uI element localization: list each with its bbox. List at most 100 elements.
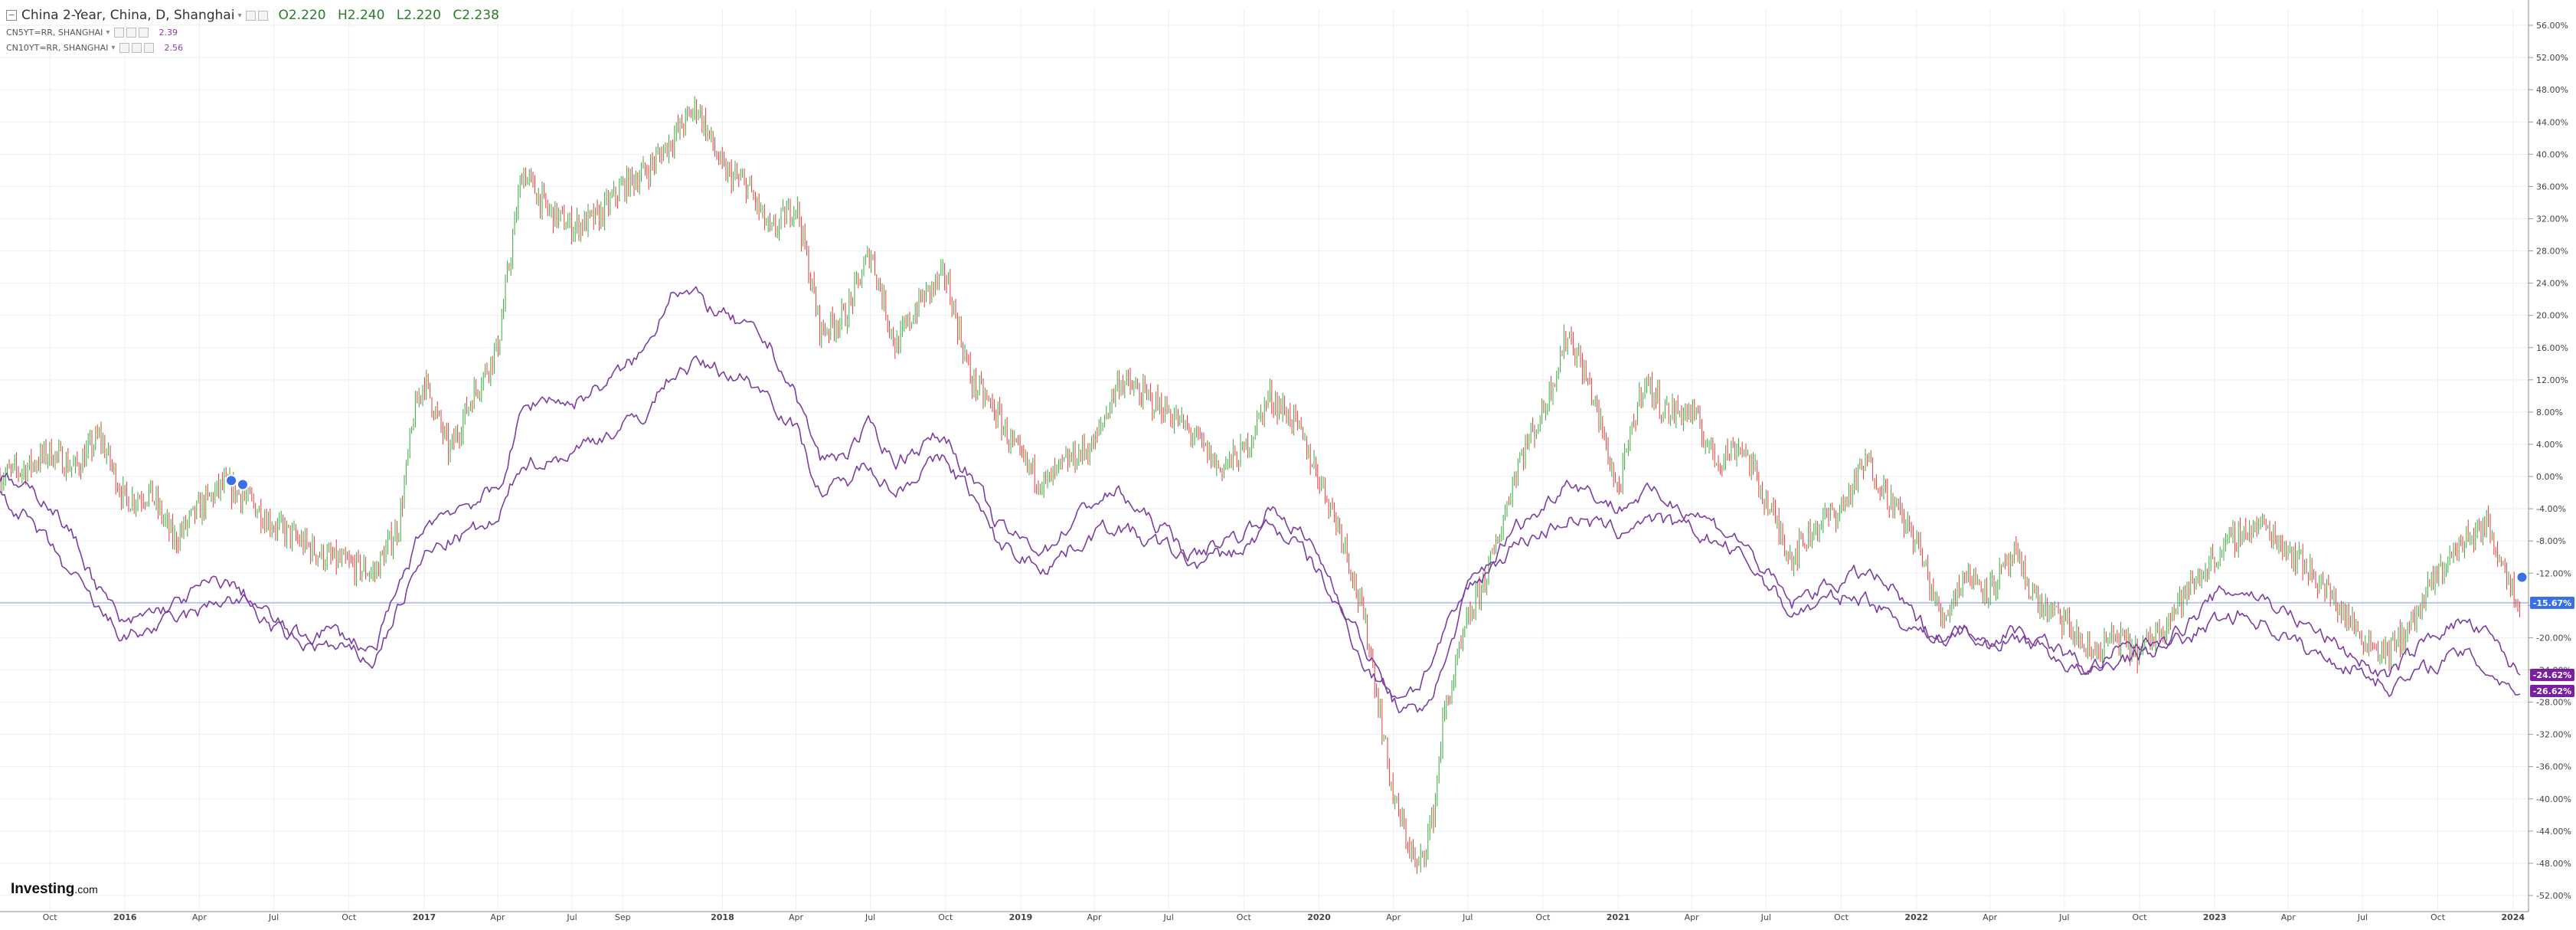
price-badge	[2530, 596, 2574, 609]
series-cn10y-name: CN10YT=RR, SHANGHAI	[6, 42, 109, 53]
x-tick-label: 2017	[413, 912, 436, 922]
y-tick-label: 12.00%	[2536, 375, 2568, 385]
y-tick-label: 4.00%	[2536, 440, 2563, 450]
x-tick-label: Oct	[1535, 912, 1551, 922]
chart-legend: − China 2-Year, China, D, Shanghai ▾ O2.…	[6, 6, 507, 55]
legend-row-cn10y: CN10YT=RR, SHANGHAI ▾ 2.56	[6, 40, 507, 55]
series-line-cn5y	[0, 286, 2521, 714]
visibility-toggle-icon[interactable]	[119, 42, 130, 53]
x-tick-label: Jul	[1162, 912, 1173, 922]
x-tick-label: 2022	[1904, 912, 1928, 922]
legend-main-row: − China 2-Year, China, D, Shanghai ▾ O2.…	[6, 6, 507, 25]
close-value: C2.238	[453, 8, 499, 23]
x-tick-label: Jul	[1462, 912, 1473, 922]
x-tick-label: Jul	[1760, 912, 1771, 922]
y-tick-label: -20.00%	[2536, 633, 2571, 643]
visibility-toggle-icon[interactable]	[114, 27, 125, 38]
y-tick-label: 48.00%	[2536, 85, 2568, 95]
ohlc-readout: O2.220 H2.240 L2.220 C2.238	[278, 8, 506, 23]
y-tick-label: 0.00%	[2536, 472, 2563, 482]
y-tick-label: -40.00%	[2536, 794, 2571, 804]
x-tick-label: 2021	[1607, 912, 1630, 922]
x-tick-label: Oct	[43, 912, 58, 922]
y-tick-label: -4.00%	[2536, 504, 2566, 514]
x-tick-label: 2018	[711, 912, 734, 922]
series-cn10y-value: 2.56	[164, 42, 183, 53]
y-tick-label: 16.00%	[2536, 343, 2568, 353]
x-tick-label: Jul	[2357, 912, 2368, 922]
x-tick-label: Oct	[1834, 912, 1849, 922]
x-tick-label: Jul	[268, 912, 279, 922]
y-tick-label: 32.00%	[2536, 214, 2568, 224]
y-tick-label: 40.00%	[2536, 149, 2568, 159]
event-marker-icon[interactable]	[225, 474, 238, 487]
dropdown-caret-icon[interactable]: ▾	[111, 43, 116, 52]
series-cn5y-name: CN5YT=RR, SHANGHAI	[6, 27, 103, 38]
x-tick-label: Jul	[2058, 912, 2069, 922]
x-tick-label: Oct	[1237, 912, 1252, 922]
y-tick-label: -8.00%	[2536, 536, 2566, 546]
event-marker-icon[interactable]	[2516, 571, 2529, 584]
x-tick-label: 2019	[1009, 912, 1033, 922]
x-tick-label: Apr	[490, 912, 505, 922]
x-tick-label: Oct	[2132, 912, 2147, 922]
remove-series-icon[interactable]	[144, 42, 155, 53]
series-cn5y-value: 2.39	[159, 27, 178, 38]
grid-layer	[0, 9, 2529, 912]
price-badge-label: -26.62%	[2533, 686, 2571, 696]
price-badge-label: -15.67%	[2533, 598, 2571, 608]
x-tick-label: Oct	[342, 912, 357, 922]
settings-icon[interactable]	[258, 10, 269, 21]
y-tick-label: -28.00%	[2536, 698, 2571, 708]
y-tick-label: -32.00%	[2536, 730, 2571, 740]
y-tick-label: -36.00%	[2536, 762, 2571, 772]
y-tick-label: 20.00%	[2536, 311, 2568, 321]
high-value: H2.240	[337, 8, 385, 23]
series-line-layer	[0, 286, 2521, 714]
x-tick-label: Oct	[2431, 912, 2446, 922]
dropdown-caret-icon[interactable]: ▾	[106, 28, 110, 37]
price-badge-label: -24.62%	[2533, 670, 2571, 680]
investing-logo: Investing.com	[11, 881, 98, 898]
logo-brand: Investing	[11, 881, 75, 897]
y-tick-label: 24.00%	[2536, 279, 2568, 289]
x-tick-label: Apr	[789, 912, 804, 922]
low-value: L2.220	[396, 8, 441, 23]
x-tick-label: Apr	[1386, 912, 1401, 922]
y-tick-label: 52.00%	[2536, 53, 2568, 63]
event-marker-icon[interactable]	[236, 478, 249, 491]
x-tick-label: Apr	[2281, 912, 2296, 922]
legend-row-cn5y: CN5YT=RR, SHANGHAI ▾ 2.39	[6, 25, 507, 40]
open-value: O2.220	[278, 8, 326, 23]
x-tick-label: Apr	[1087, 912, 1103, 922]
y-tick-label: 56.00%	[2536, 21, 2568, 31]
x-tick-label: Apr	[1685, 912, 1700, 922]
x-tick-label: Jul	[865, 912, 875, 922]
series-line-cn10y	[0, 355, 2521, 699]
y-tick-label: 28.00%	[2536, 247, 2568, 257]
badge-layer: -15.67% -24.62% -26.62%	[2530, 596, 2574, 698]
visibility-toggle-icon[interactable]	[246, 10, 257, 21]
x-tick-label: 2023	[2203, 912, 2227, 922]
x-tick-label: 2024	[2501, 912, 2525, 922]
x-tick-label: 2016	[113, 912, 137, 922]
y-tick-label: 8.00%	[2536, 408, 2563, 418]
dropdown-caret-icon[interactable]: ▾	[237, 11, 242, 20]
candle-layer	[0, 96, 2520, 874]
y-tick-label: -52.00%	[2536, 891, 2571, 901]
collapse-legend-icon[interactable]: −	[6, 10, 17, 21]
remove-series-icon[interactable]	[139, 27, 149, 38]
settings-icon[interactable]	[126, 27, 137, 38]
y-tick-label: 44.00%	[2536, 117, 2568, 127]
y-tick-label: -44.00%	[2536, 827, 2571, 837]
price-badge	[2530, 668, 2574, 681]
settings-icon[interactable]	[132, 42, 142, 53]
x-tick-label: 2020	[1307, 912, 1331, 922]
x-tick-label: Apr	[1983, 912, 1998, 922]
marker-layer	[225, 474, 2529, 584]
y-tick-label: 36.00%	[2536, 182, 2568, 192]
main-series-title: China 2-Year, China, D, Shanghai	[21, 8, 235, 23]
